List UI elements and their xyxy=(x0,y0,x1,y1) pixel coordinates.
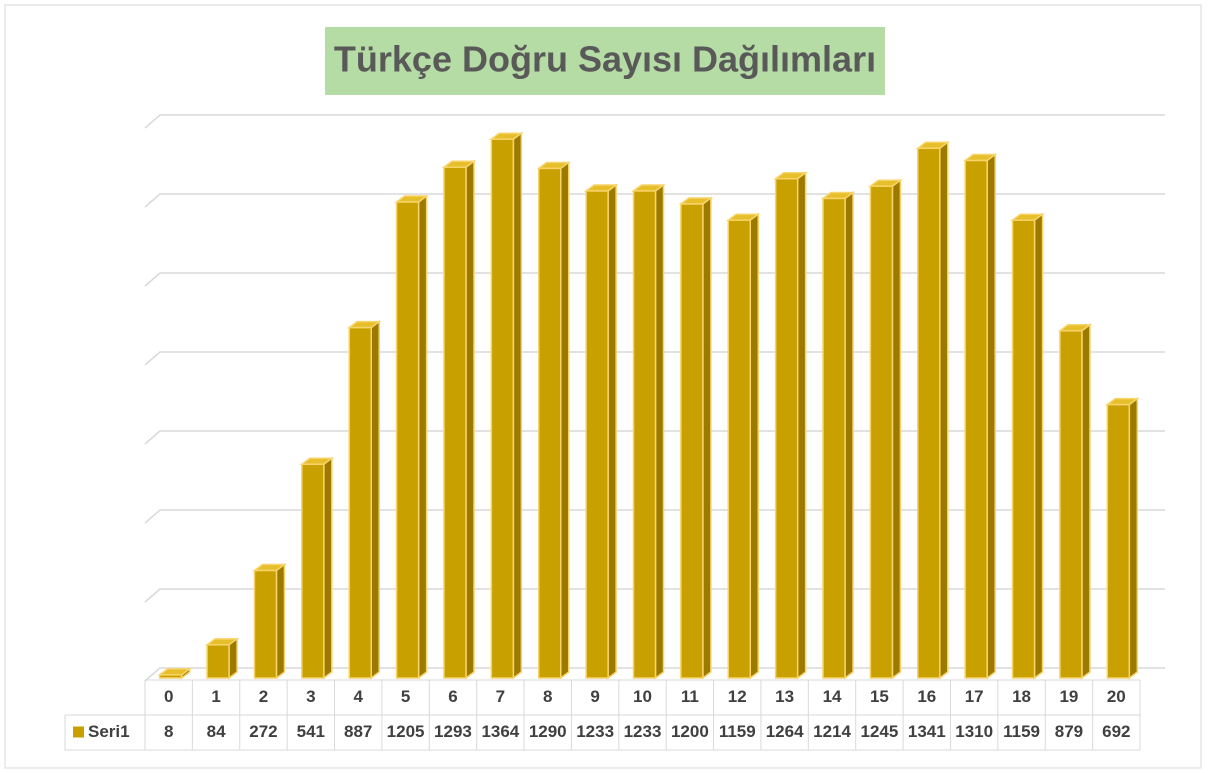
bar xyxy=(253,569,278,679)
bar xyxy=(917,147,941,679)
x-tick-label: 1 xyxy=(211,687,220,706)
bar-side xyxy=(512,131,523,680)
bar xyxy=(443,166,467,679)
data-label: 1245 xyxy=(860,722,898,741)
data-label: 1233 xyxy=(624,722,662,741)
grid-line xyxy=(144,114,1165,129)
bar-side xyxy=(796,171,807,680)
bar xyxy=(727,219,752,679)
legend-label: Seri1 xyxy=(88,722,130,741)
x-tick-label: 8 xyxy=(543,687,552,706)
bar-side xyxy=(370,320,380,680)
data-label: 1364 xyxy=(481,722,519,741)
bar xyxy=(158,674,183,679)
data-label: 1310 xyxy=(955,722,993,741)
x-tick-label: 7 xyxy=(496,687,505,706)
bar-side xyxy=(275,563,286,680)
bar-side xyxy=(323,456,333,680)
x-tick-label: 19 xyxy=(1059,687,1078,706)
data-label: 541 xyxy=(297,722,325,741)
bar-side xyxy=(654,183,665,680)
bar-side xyxy=(1033,212,1044,680)
bar xyxy=(632,190,657,679)
data-label: 1341 xyxy=(908,722,946,741)
bar-side xyxy=(417,194,428,680)
x-tick-label: 16 xyxy=(917,687,936,706)
data-label: 1293 xyxy=(434,722,472,741)
bar-side xyxy=(559,160,570,680)
data-label: 1214 xyxy=(813,722,851,741)
data-label: 84 xyxy=(207,722,226,741)
bar-side xyxy=(986,153,996,680)
data-label: 1159 xyxy=(1003,722,1040,741)
bar xyxy=(822,197,846,679)
x-tick-label: 2 xyxy=(259,687,268,706)
x-tick-label: 6 xyxy=(448,687,457,706)
title-box xyxy=(325,27,885,95)
bar xyxy=(585,190,609,679)
x-tick-label: 11 xyxy=(681,687,699,706)
bar xyxy=(395,201,420,679)
bar-side xyxy=(1081,323,1091,680)
x-tick-label: 15 xyxy=(870,687,889,706)
bar xyxy=(537,167,562,679)
bar xyxy=(1106,403,1131,679)
bar-side xyxy=(702,196,712,680)
x-tick-label: 3 xyxy=(306,687,315,706)
x-tick-label: 18 xyxy=(1012,687,1031,706)
x-tick-label: 12 xyxy=(728,687,747,706)
bar xyxy=(1059,330,1083,679)
bar-side xyxy=(891,178,902,680)
data-label: 272 xyxy=(249,722,277,741)
bar-side xyxy=(607,183,617,680)
bar-side xyxy=(844,190,854,680)
data-label: 1159 xyxy=(719,722,756,741)
data-label: 887 xyxy=(344,722,372,741)
bar-side xyxy=(465,159,475,680)
bar xyxy=(680,203,704,679)
x-tick-label: 10 xyxy=(633,687,652,706)
data-label: 1264 xyxy=(766,722,804,741)
data-label: 1205 xyxy=(387,722,425,741)
x-tick-label: 5 xyxy=(401,687,410,706)
bar-side xyxy=(749,212,760,680)
bar xyxy=(869,185,894,679)
data-label: 692 xyxy=(1102,722,1130,741)
x-tick-label: 13 xyxy=(775,687,794,706)
bar-side xyxy=(1128,397,1139,680)
bar xyxy=(206,644,230,679)
legend-key xyxy=(73,726,84,738)
bar-side xyxy=(939,140,949,680)
chart-title: Türkçe Doğru Sayısı Dağılımları xyxy=(334,39,876,80)
data-label: 8 xyxy=(164,722,173,741)
bar xyxy=(348,326,372,679)
data-label: 1290 xyxy=(529,722,567,741)
bar-side xyxy=(228,637,238,680)
bar xyxy=(964,159,988,679)
data-label: 1200 xyxy=(671,722,709,741)
x-tick-label: 4 xyxy=(353,687,363,706)
data-label: 1233 xyxy=(576,722,614,741)
x-tick-label: 9 xyxy=(590,687,599,706)
data-label: 879 xyxy=(1055,722,1083,741)
x-tick-label: 14 xyxy=(823,687,842,706)
bar xyxy=(774,177,799,679)
x-tick-label: 17 xyxy=(965,687,984,706)
x-tick-label: 20 xyxy=(1107,687,1126,706)
bar xyxy=(1011,219,1036,679)
x-tick-label: 0 xyxy=(164,687,173,706)
bar xyxy=(301,463,325,679)
bar xyxy=(490,138,515,679)
